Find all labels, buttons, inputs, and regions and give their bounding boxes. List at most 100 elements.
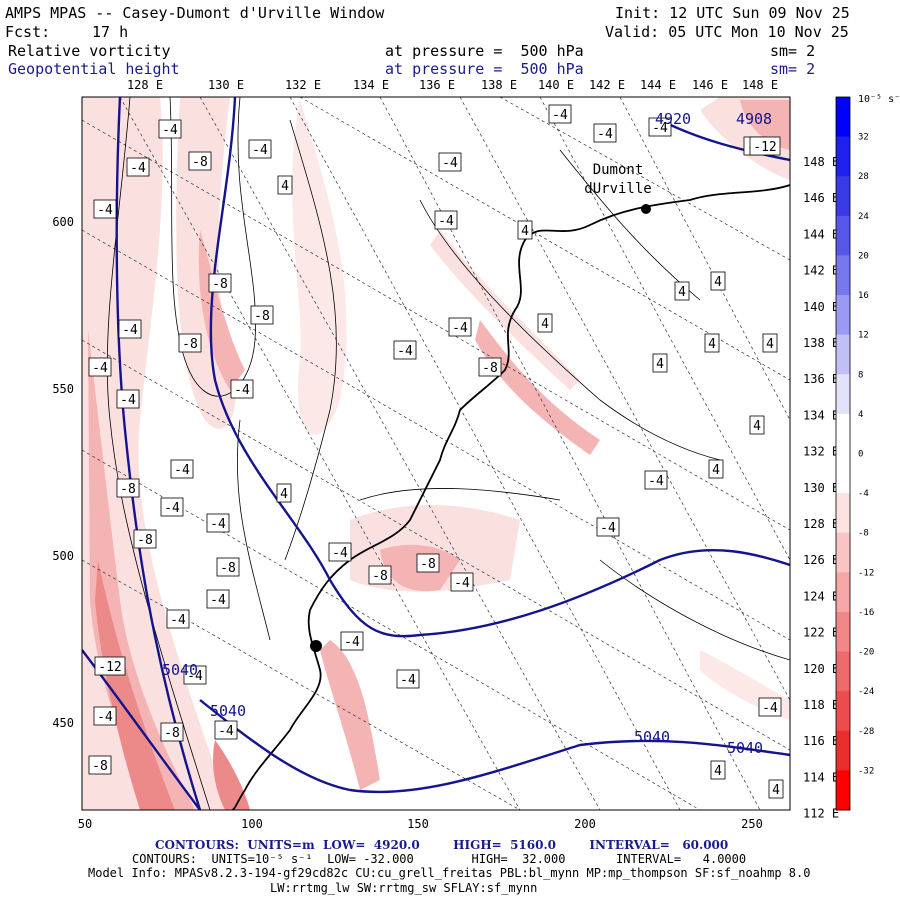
vorticity-label: 4 xyxy=(656,357,664,372)
height-label: 5040 xyxy=(727,739,763,757)
x-tick-label: 100 xyxy=(241,817,263,831)
vorticity-label-box xyxy=(710,760,726,780)
vorticity-label-box xyxy=(160,722,184,742)
vorticity-label: -4 xyxy=(122,323,138,338)
vorticity-label-box xyxy=(206,513,230,533)
top-longitude-labels: 128 E 130 E 132 E 134 E 136 E 138 E 140 E 142 E… xyxy=(127,78,778,92)
vorticity-label-box xyxy=(250,305,274,325)
vorticity-label-box xyxy=(216,557,240,577)
colorbar-label: -12 xyxy=(858,568,874,578)
top-longitude-label: 138 E xyxy=(481,78,517,92)
vorticity-label: -4 xyxy=(120,393,136,408)
vorticity-label-box xyxy=(393,340,417,360)
vorticity-label-box xyxy=(276,483,292,503)
vorticity-label-box xyxy=(438,152,462,172)
vorticity-label: -4 xyxy=(97,203,113,218)
vorticity-label-box xyxy=(206,589,230,609)
colorbar-segment xyxy=(836,334,850,375)
top-longitude-label: 128 E xyxy=(127,78,163,92)
colorbar-segment xyxy=(836,493,850,534)
right-longitude-label: 120 E xyxy=(803,662,839,676)
vorticity-label-box xyxy=(88,357,112,377)
vorticity-label-box xyxy=(277,175,293,195)
right-longitude-label: 148 E xyxy=(803,155,839,169)
station-dumont-durville-marker xyxy=(641,204,651,214)
vorticity-label-box xyxy=(710,271,726,291)
vorticity-label-box xyxy=(118,319,142,339)
vorticity-label-box xyxy=(593,123,617,143)
vorticity-label: -4 xyxy=(452,321,468,336)
vorticity-label-box xyxy=(434,210,458,230)
right-longitude-label: 130 E xyxy=(803,481,839,495)
vorticity-label: 4 xyxy=(541,317,549,332)
map-labels: -4 -4 -4 -4 -4 -4 -8 -4 -8 -8 -8 -4 -8 -4 -4 -8 -4 -8 -4 -4… xyxy=(88,104,784,799)
right-longitude-label: 140 E xyxy=(803,300,839,314)
vorticity-label-box xyxy=(133,529,157,549)
vorticity-label: -4 xyxy=(652,121,668,136)
vorticity-label-box xyxy=(178,333,202,353)
forecast-label: Fcst: xyxy=(5,23,51,41)
vorticity-label: 4 xyxy=(281,179,289,194)
top-longitude-label: 132 E xyxy=(285,78,321,92)
right-longitude-label: 118 E xyxy=(803,698,839,712)
vorticity-label: -8 xyxy=(482,361,498,376)
colorbar-segment xyxy=(836,295,850,336)
right-longitude-label: 116 E xyxy=(803,734,839,748)
colorbar-label: 24 xyxy=(858,212,869,222)
colorbar-segment xyxy=(836,255,850,296)
colorbar-label: -20 xyxy=(858,648,874,658)
colorbar-label: -32 xyxy=(858,766,874,776)
vorticity-label-box xyxy=(749,415,765,435)
vorticity-label: -8 xyxy=(192,155,208,170)
colorbar-label: 12 xyxy=(858,331,869,341)
vorticity-label: -4 xyxy=(397,344,413,359)
x-axis: 50 100 150 200 250 xyxy=(78,817,763,831)
vorticity-label: -4 xyxy=(438,214,454,229)
field2-level: at pressure = 500 hPa xyxy=(385,60,584,78)
right-longitude-labels: 148 E 146 E 144 E 142 E 140 E 138 E 136 E 134 E… xyxy=(803,155,839,821)
colorbar-segment xyxy=(836,413,850,454)
vorticity-label-box xyxy=(416,553,440,573)
vorticity-label: -4 xyxy=(210,517,226,532)
vorticity-label: -12 xyxy=(98,660,121,675)
vorticity-label-box xyxy=(548,104,572,124)
top-longitude-label: 136 E xyxy=(419,78,455,92)
vorticity-label: -4 xyxy=(344,635,360,650)
vorticity-label-box xyxy=(248,139,272,159)
vorticity-label-box xyxy=(368,565,392,585)
vorticity-label: -4 xyxy=(164,501,180,516)
height-label: 4908 xyxy=(736,110,772,128)
colorbar-segment xyxy=(836,97,850,138)
vorticity-label: -8 xyxy=(164,726,180,741)
vorticity-label: -8 xyxy=(254,309,270,324)
vorticity-label: -4 xyxy=(187,669,203,684)
top-longitude-label: 142 E xyxy=(589,78,625,92)
vorticity-label: 4 xyxy=(753,419,761,434)
right-longitude-label: 136 E xyxy=(803,372,839,386)
top-longitude-label: 148 E xyxy=(742,78,778,92)
init-time: Init: 12 UTC Sun 09 Nov 25 xyxy=(615,4,850,22)
vorticity-label: -4 xyxy=(210,593,226,608)
map-plot-area xyxy=(82,97,790,810)
vorticity-label-box xyxy=(749,136,781,156)
vorticity-label: -4 xyxy=(174,463,190,478)
vorticity-label: -12 xyxy=(753,140,776,155)
vorticity-label-box xyxy=(93,706,117,726)
y-tick-label: 500 xyxy=(52,549,74,563)
right-longitude-label: 142 E xyxy=(803,264,839,278)
x-tick-label: 250 xyxy=(741,817,763,831)
vorticity-label-box xyxy=(230,379,254,399)
vorticity-label: -4 xyxy=(130,161,146,176)
vorticity-label-box xyxy=(116,389,140,409)
right-longitude-label: 126 E xyxy=(803,553,839,567)
colorbar-segment xyxy=(836,651,850,692)
right-longitude-label: 138 E xyxy=(803,336,839,350)
colorbar-segment xyxy=(836,215,850,256)
vorticity-label: -4 xyxy=(234,383,250,398)
vorticity-label-box xyxy=(340,631,364,651)
vorticity-label-box xyxy=(708,459,724,479)
height-label: 5040 xyxy=(210,702,246,720)
vorticity-label: -4 xyxy=(648,474,664,489)
vorticity-label: 4 xyxy=(678,285,686,300)
